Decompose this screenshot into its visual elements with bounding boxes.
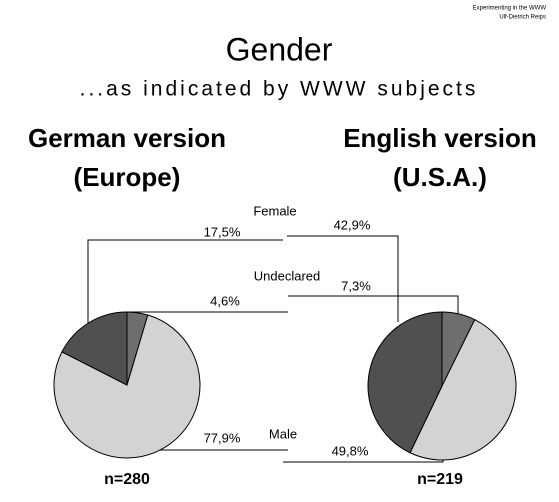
subtitle: ...as indicated by WWW subjects — [80, 78, 479, 101]
value-label: 49,8% — [332, 443, 369, 458]
pie-slice — [61, 311, 128, 386]
category-label: Female — [253, 203, 296, 218]
sample-size: n=219 — [417, 471, 463, 488]
sample-size: n=280 — [104, 471, 150, 488]
leader-line — [287, 235, 399, 322]
credit: Experimenting in the WWW — [473, 6, 547, 12]
pie-title: German version — [28, 123, 226, 153]
value-label: 77,9% — [204, 430, 241, 445]
pie-title: (Europe) — [74, 162, 181, 192]
pie-title: English version — [343, 123, 537, 153]
leader-line — [87, 239, 283, 340]
leader-line — [288, 295, 459, 314]
value-label: 17,5% — [204, 224, 241, 239]
pie-slice — [53, 314, 201, 459]
category-label: Undeclared — [254, 268, 321, 283]
value-label: 42,9% — [334, 217, 371, 232]
chart-title: Gender — [226, 31, 333, 67]
category-label: Male — [269, 426, 297, 441]
value-label: 4,6% — [210, 293, 240, 308]
pie-title: (U.S.A.) — [393, 162, 487, 192]
pie-slice — [367, 311, 443, 454]
pie-slice — [409, 318, 517, 461]
value-label: 7,3% — [341, 278, 371, 293]
credit: Ulf-Dietrich Reips — [499, 15, 546, 21]
